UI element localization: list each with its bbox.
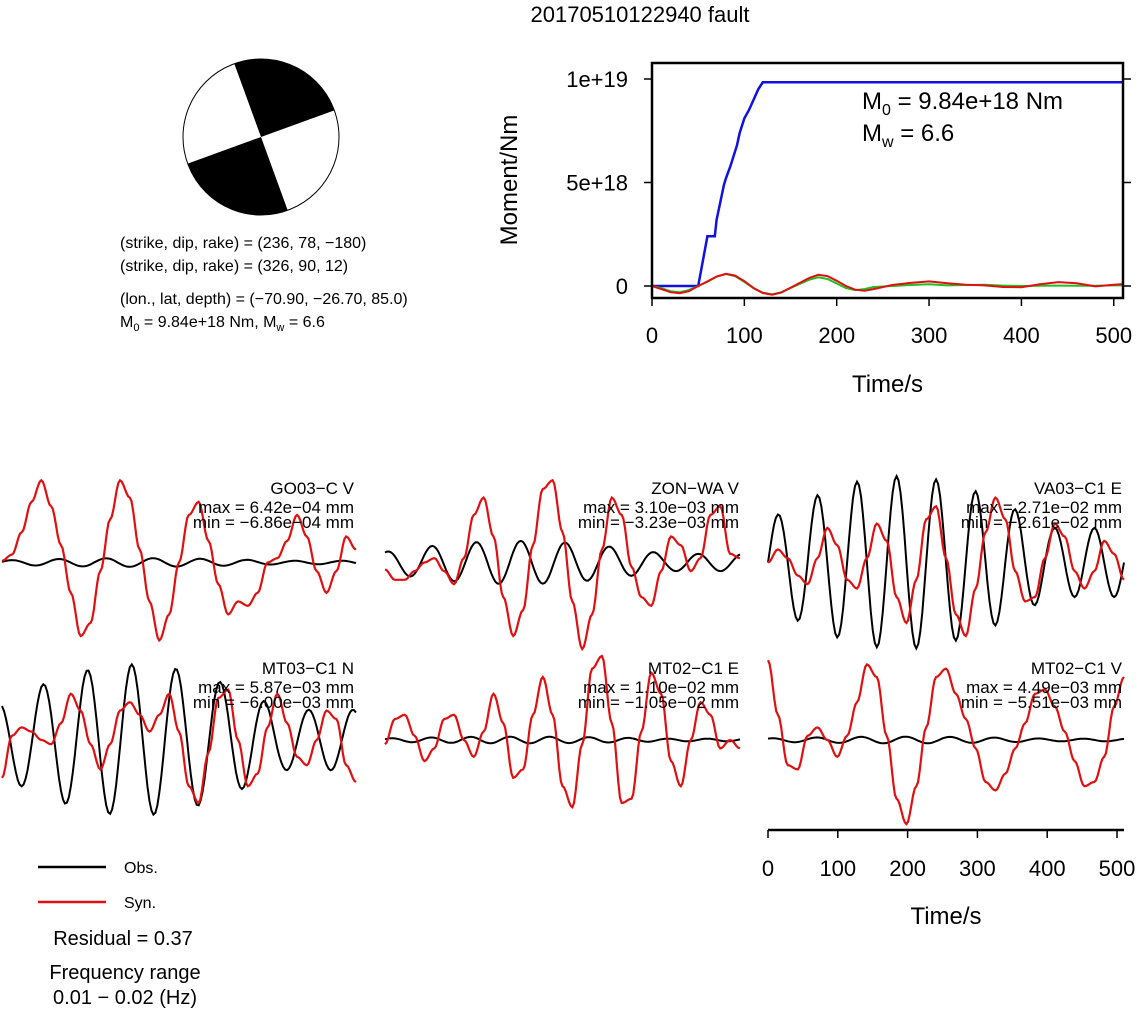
- min-label: min = −2.61e−02 mm: [961, 513, 1122, 532]
- frequency-range-title: Frequency range: [49, 962, 200, 984]
- min-label: min = −5.51e−03 mm: [961, 693, 1122, 712]
- m0-prefix: M: [862, 88, 882, 115]
- min-label: min = −1.05e−02 mm: [578, 693, 739, 712]
- moment-annotation: M0 = 9.84e+18 Nm: [862, 88, 1063, 119]
- synthetic-trace: [1, 478, 357, 643]
- station-label: MT02−C1 E: [648, 659, 739, 678]
- compressional-quadrant: [187, 137, 288, 216]
- observed-trace: [384, 539, 741, 585]
- x-axis-label: Time/s: [852, 371, 923, 398]
- time-tick-label: 200: [889, 856, 926, 881]
- series-source-time-function: [651, 272, 1123, 296]
- x-tick-label: 200: [818, 323, 855, 348]
- mw-subscript: w: [275, 322, 284, 334]
- station-label: MT03−C1 N: [262, 659, 354, 678]
- mw-prefix: M: [862, 120, 882, 147]
- compressional-quadrant: [234, 58, 335, 137]
- m0-sub: 0: [882, 102, 891, 119]
- mw-value: = 6.6: [284, 314, 325, 331]
- series-moment: [652, 81, 1123, 288]
- time-tick-label: 0: [762, 856, 774, 881]
- moment-plot-frame: [650, 61, 1125, 300]
- max-label: max = 4.49e−03 mm: [966, 678, 1122, 697]
- x-tick-label: 400: [1003, 323, 1040, 348]
- min-label: min = −6.00e−03 mm: [193, 693, 354, 712]
- syn-legend-label: Syn.: [124, 895, 156, 912]
- x-tick-label: 500: [1095, 323, 1132, 348]
- synthetic-trace: [384, 654, 741, 810]
- observed-trace: [384, 735, 741, 745]
- x-tick-label: 100: [726, 323, 763, 348]
- waveform-time-axis: 0 100 200 300 400 500 Time/s: [762, 828, 1136, 930]
- time-tick-label: 400: [1029, 856, 1066, 881]
- time-tick-label: 100: [819, 856, 856, 881]
- y-tick-label: 0: [616, 274, 628, 299]
- time-tick-label: 500: [1099, 856, 1136, 881]
- m0-value: = 9.84e+18 Nm, M: [139, 314, 276, 331]
- frequency-range-value: 0.01 − 0.02 (Hz): [53, 987, 197, 1009]
- m0-subscript: 0: [133, 322, 139, 334]
- observed-trace: [767, 473, 1125, 651]
- station-label: ZON−WA V: [651, 479, 739, 498]
- residual-text: Residual = 0.37: [53, 928, 193, 950]
- synthetic-trace: [766, 659, 1125, 826]
- mw-text: = 6.6: [894, 120, 955, 147]
- station-label: GO03−C V: [270, 479, 354, 498]
- mechanism-line-3: (lon., lat, depth) = (−70.90, −26.70, 85…: [120, 291, 408, 308]
- observed-trace: [767, 735, 1125, 745]
- obs-legend-label: Obs.: [124, 860, 158, 877]
- synthetic-trace: [1, 688, 357, 805]
- max-label: max = 3.10e−03 mm: [583, 498, 739, 517]
- mechanism-line-1: (strike, dip, rake) = (236, 78, −180): [120, 235, 366, 252]
- max-label: max = 6.42e−04 mm: [198, 498, 354, 517]
- mechanism-line-4: M0 = 9.84e+18 Nm, Mw = 6.6: [120, 314, 325, 334]
- station-label: VA03−C1 E: [1034, 479, 1122, 498]
- y-tick-label: 5e+18: [566, 171, 628, 196]
- beachball-icon: [182, 58, 340, 216]
- max-label: max = 5.87e−03 mm: [198, 678, 354, 697]
- time-axis-label: Time/s: [910, 903, 981, 930]
- min-label: min = −3.23e−03 mm: [578, 513, 739, 532]
- max-label: max = 1.10e−02 mm: [583, 678, 739, 697]
- max-label: max = 2.71e−02 mm: [966, 498, 1122, 517]
- m0-text: = 9.84e+18 Nm: [891, 88, 1063, 115]
- mechanism-line-2: (strike, dip, rake) = (326, 90, 12): [120, 258, 348, 275]
- x-tick-label: 0: [646, 323, 658, 348]
- time-tick-label: 300: [959, 856, 996, 881]
- station-label: MT02−C1 V: [1031, 659, 1123, 678]
- synthetic-trace: [767, 495, 1125, 638]
- moment-chart: 0 100 200 300 400 500 0 5e+18 1e+19 Time/s Moment/…: [496, 61, 1132, 398]
- observed-trace: [1, 557, 357, 568]
- figure-title: 20170510122940 fault: [531, 2, 750, 27]
- synthetic-trace: [384, 478, 741, 652]
- mw-sub: w: [881, 134, 894, 151]
- y-tick-label: 1e+19: [566, 67, 628, 92]
- observed-trace: [1, 662, 357, 817]
- series-source-time-function-2: [651, 272, 1124, 296]
- min-label: min = −6.86e−04 mm: [193, 513, 354, 532]
- x-tick-label: 300: [911, 323, 948, 348]
- m0-label: M: [120, 314, 133, 331]
- magnitude-annotation: Mw = 6.6: [862, 120, 954, 151]
- y-axis-label: Moment/Nm: [496, 115, 523, 246]
